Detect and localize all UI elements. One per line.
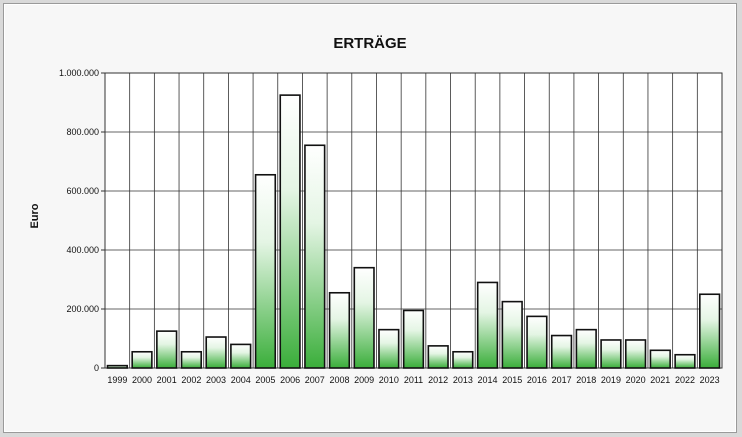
x-tick-label: 2007	[305, 375, 325, 385]
x-tick-label: 2013	[453, 375, 473, 385]
x-tick-label: 2021	[650, 375, 670, 385]
bar-2008	[328, 291, 351, 369]
bar-2011	[402, 309, 425, 369]
x-tick-label: 2012	[428, 375, 448, 385]
bar-chart: ERTRÄGE Euro 0 200.000 400.000 600.000 800.0…	[29, 35, 723, 385]
bar-2010	[378, 328, 400, 369]
chart-panel: ERTRÄGE Euro 0 200.000 400.000 600.000 800.0…	[3, 3, 737, 433]
y-axis-ticks: 0 200.000 400.000 600.000 800.000 1.000.000	[59, 68, 105, 373]
bar-2007	[304, 144, 326, 369]
x-tick-label: 2023	[700, 375, 720, 385]
chart-title: ERTRÄGE	[333, 35, 406, 52]
bar-2005	[254, 173, 277, 369]
bar-2017	[550, 334, 573, 369]
x-tick-label: 2020	[626, 375, 646, 385]
x-tick-label: 2002	[181, 375, 201, 385]
y-tick-label: 400.000	[66, 245, 99, 255]
x-tick-label: 2019	[601, 375, 621, 385]
bar-2019	[600, 339, 622, 369]
bar-2018	[575, 328, 597, 369]
y-tick-label: 800.000	[66, 127, 99, 137]
x-axis-ticks: 1999 2000 2001 2002 2003 2004 2005 2006 2007 2008…	[107, 375, 719, 385]
bars	[106, 94, 721, 369]
bar-2015	[501, 300, 523, 369]
bar-2021	[649, 349, 671, 369]
y-tick-label: 1.000.000	[59, 68, 99, 78]
x-tick-label: 2006	[280, 375, 300, 385]
x-tick-label: 2008	[329, 375, 349, 385]
x-tick-label: 2010	[379, 375, 399, 385]
bar-2014	[476, 281, 499, 369]
bar-2022	[674, 353, 696, 369]
bar-2020	[624, 339, 647, 369]
x-tick-label: 2001	[157, 375, 177, 385]
bar-2006	[279, 94, 301, 369]
bar-2013	[452, 350, 474, 369]
y-tick-label: 600.000	[66, 186, 99, 196]
x-tick-label: 1999	[107, 375, 127, 385]
x-tick-label: 2004	[231, 375, 251, 385]
x-tick-label: 2003	[206, 375, 226, 385]
bar-2016	[526, 315, 548, 369]
y-axis-title: Euro	[29, 203, 41, 228]
x-tick-label: 2014	[478, 375, 498, 385]
bar-2000	[131, 350, 153, 369]
x-tick-label: 2022	[675, 375, 695, 385]
bar-2004	[230, 343, 252, 369]
x-tick-label: 2016	[527, 375, 547, 385]
bar-1999	[106, 364, 128, 369]
x-tick-label: 2018	[576, 375, 596, 385]
y-tick-label: 200.000	[66, 304, 99, 314]
x-tick-label: 2009	[354, 375, 374, 385]
y-tick-label: 0	[94, 363, 99, 373]
bar-2003	[205, 336, 227, 369]
bar-2002	[180, 350, 203, 369]
bar-2012	[427, 345, 449, 369]
bar-2009	[353, 266, 375, 369]
x-tick-label: 2015	[502, 375, 522, 385]
x-tick-label: 2011	[404, 375, 423, 385]
x-tick-label: 2000	[132, 375, 152, 385]
x-tick-label: 2005	[255, 375, 275, 385]
bar-2001	[156, 330, 178, 369]
x-tick-label: 2017	[552, 375, 572, 385]
bar-2023	[699, 293, 721, 369]
